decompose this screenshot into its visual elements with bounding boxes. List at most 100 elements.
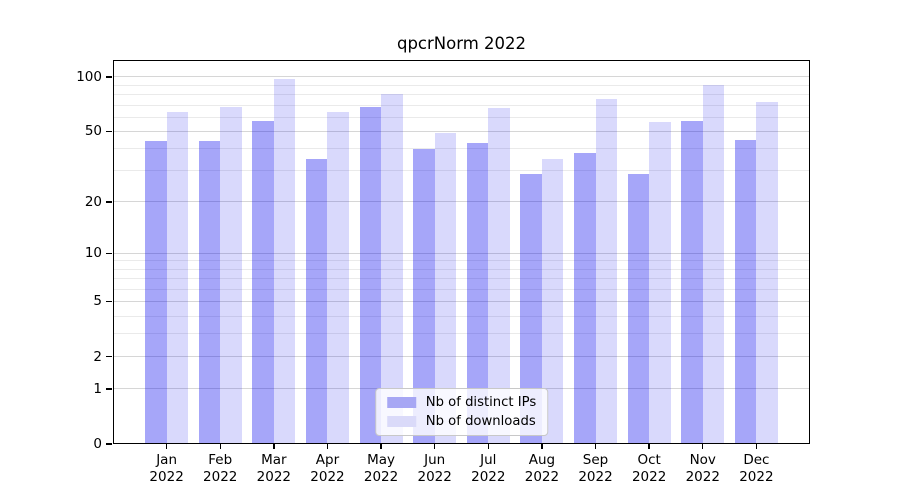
x-tick-mark (594, 444, 597, 449)
x-tick-month: Feb (208, 452, 233, 468)
bar-jul-downloads (488, 108, 510, 444)
x-tick-mark (433, 444, 436, 449)
gridline-minor (113, 268, 810, 270)
y-tick-label: 10 (84, 245, 102, 262)
x-tick-mark (326, 444, 329, 449)
bar-mar-distinct-ips (252, 121, 274, 444)
x-tick-mark (165, 444, 168, 449)
legend-item-distinct-ips: Nb of distinct IPs (386, 395, 537, 410)
bar-jun-downloads (434, 132, 457, 444)
bar-jul-distinct-ips (466, 143, 489, 444)
y-tick-mark (106, 252, 112, 254)
gridline-major (113, 130, 810, 132)
x-tick-year: 2022 (471, 468, 506, 485)
x-tick-label: Sep 2022 (566, 452, 626, 485)
y-tick-label: 50 (84, 123, 102, 140)
x-tick-mark (273, 444, 275, 449)
bar-oct-downloads (649, 122, 671, 444)
bar-sep-distinct-ips (574, 152, 596, 444)
x-tick-label: Nov 2022 (673, 452, 733, 485)
x-tick-year: 2022 (524, 468, 560, 485)
x-tick-year: 2022 (739, 468, 774, 485)
x-tick-mark (487, 444, 489, 449)
gridline-minor (113, 278, 810, 280)
x-tick-year: 2022 (363, 468, 399, 485)
bar-feb-distinct-ips (198, 141, 221, 444)
gridline-major (113, 356, 810, 358)
x-tick-label: Apr 2022 (297, 452, 357, 485)
chart-title: qpcrNorm 2022 (396, 34, 527, 53)
bar-sep-downloads (595, 98, 618, 444)
x-tick-year: 2022 (631, 468, 667, 485)
x-tick-month: Dec (743, 452, 770, 468)
x-tick-label: Aug 2022 (512, 452, 572, 485)
legend-swatch-downloads-icon (386, 415, 416, 428)
x-tick-label: Oct 2022 (619, 452, 679, 485)
gridline-minor (113, 333, 810, 335)
x-tick-month: Oct (637, 452, 661, 468)
x-tick-month: Sep (582, 452, 609, 468)
x-tick-label: Jun 2022 (405, 452, 465, 485)
bar-dec-downloads (756, 101, 778, 444)
gridline-minor (113, 288, 810, 290)
y-tick-label: 0 (93, 436, 102, 452)
x-tick-month: May (367, 452, 396, 468)
y-tick-label: 1 (93, 380, 102, 397)
x-tick-year: 2022 (149, 468, 184, 485)
x-tick-mark (755, 444, 758, 449)
bar-oct-distinct-ips (627, 173, 650, 444)
x-tick-year: 2022 (310, 468, 345, 485)
gridline-major (113, 252, 810, 254)
bar-mar-downloads (273, 78, 296, 444)
x-tick-year: 2022 (256, 468, 292, 485)
x-tick-month: Jun (424, 452, 446, 468)
y-tick-label: 5 (93, 293, 102, 310)
x-tick-label: May 2022 (351, 452, 411, 485)
x-tick-mark (702, 444, 704, 449)
legend-label-downloads: Nb of downloads (425, 414, 536, 429)
x-tick-year: 2022 (417, 468, 452, 485)
bar-apr-downloads (327, 112, 349, 444)
x-tick-mark (219, 444, 221, 449)
gridline-major (113, 301, 810, 302)
gridline-minor (113, 94, 810, 96)
x-tick-mark (541, 444, 543, 449)
bar-feb-downloads (220, 107, 242, 444)
gridline-minor (113, 148, 810, 150)
y-tick-mark (106, 130, 112, 132)
gridline-minor (113, 84, 810, 86)
bar-aug-downloads (541, 159, 564, 444)
gridline-minor (113, 170, 810, 172)
x-tick-month: Aug (528, 452, 556, 468)
x-tick-month: Jan (156, 452, 178, 468)
x-tick-mark (380, 444, 382, 449)
x-tick-year: 2022 (685, 468, 720, 485)
bar-apr-distinct-ips (305, 159, 328, 444)
y-tick-mark (106, 443, 112, 445)
x-tick-year: 2022 (203, 468, 238, 485)
legend-item-downloads: Nb of downloads (386, 414, 537, 429)
bar-dec-distinct-ips (734, 139, 757, 444)
gridline-major (113, 201, 810, 203)
bar-jan-downloads (166, 112, 189, 444)
legend-label-distinct-ips: Nb of distinct IPs (425, 395, 537, 410)
plot-area: Nb of distinct IPs Nb of downloads (113, 60, 810, 444)
x-tick-month: Apr (315, 452, 340, 468)
x-tick-label: Jul 2022 (458, 452, 518, 485)
bar-nov-distinct-ips (681, 121, 703, 444)
legend: Nb of distinct IPs Nb of downloads (374, 388, 549, 436)
bar-may-distinct-ips (359, 107, 382, 444)
bar-jan-distinct-ips (145, 141, 167, 444)
x-tick-month: Nov (689, 452, 716, 468)
y-tick-mark (106, 388, 112, 390)
bar-nov-downloads (702, 85, 725, 444)
y-tick-label: 100 (76, 68, 102, 85)
x-tick-label: Mar 2022 (244, 452, 304, 485)
x-tick-month: Jul (480, 452, 497, 468)
y-tick-mark (106, 201, 112, 203)
bar-aug-distinct-ips (520, 173, 542, 444)
gridline-major (113, 76, 810, 78)
x-tick-month: Mar (261, 452, 287, 468)
x-tick-label: Dec 2022 (726, 452, 786, 485)
